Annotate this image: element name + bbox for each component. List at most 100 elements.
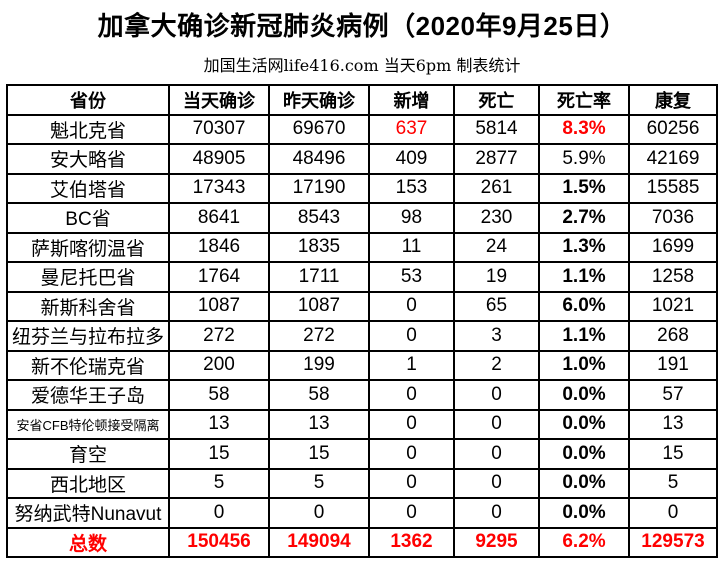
- column-header-deaths: 死亡: [453, 84, 540, 116]
- rate-value: 0.0%: [538, 408, 630, 440]
- table-row: 纽芬兰与拉布拉多 272 272 0 3 1.1% 268: [6, 320, 718, 352]
- table-row: 育空 15 15 0 0 0.0% 15: [6, 438, 718, 470]
- table-row: 西北地区 5 5 0 0 0.0% 5: [6, 467, 718, 499]
- today-value: 70307: [168, 113, 270, 145]
- yesterday-value: 1835: [268, 231, 370, 263]
- deaths-value: 0: [453, 497, 540, 529]
- new-value: 0: [368, 379, 455, 411]
- yesterday-value: 13: [268, 408, 370, 440]
- table-row: 魁北克省 70307 69670 637 5814 8.3% 60256: [6, 113, 718, 145]
- yesterday-value: 0: [268, 497, 370, 529]
- rate-value: 1.0%: [538, 349, 630, 381]
- yesterday-value: 69670: [268, 113, 370, 145]
- recovered-value: 13: [628, 408, 718, 440]
- recovered-value: 60256: [628, 113, 718, 145]
- totals-yesterday: 149094: [268, 526, 370, 558]
- rate-value: 0.0%: [538, 438, 630, 470]
- recovered-value: 0: [628, 497, 718, 529]
- new-value: 11: [368, 231, 455, 263]
- today-value: 17343: [168, 172, 270, 204]
- new-value: 53: [368, 261, 455, 293]
- column-header-today-confirmed: 当天确诊: [168, 84, 270, 116]
- column-header-yesterday-confirmed: 昨天确诊: [268, 84, 370, 116]
- table-row: 努纳武特Nunavut 0 0 0 0 0.0% 0: [6, 497, 718, 529]
- deaths-value: 0: [453, 408, 540, 440]
- province-name: 纽芬兰与拉布拉多: [6, 320, 170, 352]
- rate-value: 1.3%: [538, 231, 630, 263]
- new-value: 0: [368, 467, 455, 499]
- recovered-value: 1699: [628, 231, 718, 263]
- province-name: 安大略省: [6, 143, 170, 175]
- deaths-value: 3: [453, 320, 540, 352]
- province-name: 爱德华王子岛: [6, 379, 170, 411]
- new-value: 0: [368, 408, 455, 440]
- yesterday-value: 17190: [268, 172, 370, 204]
- page-subtitle: 加国生活网life416.com 当天6pm 制表统计: [203, 56, 521, 75]
- today-value: 15: [168, 438, 270, 470]
- table-row: 新斯科舍省 1087 1087 0 65 6.0% 1021: [6, 290, 718, 322]
- province-name: 魁北克省: [6, 113, 170, 145]
- province-name: 艾伯塔省: [6, 172, 170, 204]
- new-value: 0: [368, 320, 455, 352]
- recovered-value: 15585: [628, 172, 718, 204]
- recovered-value: 5: [628, 467, 718, 499]
- new-value: 153: [368, 172, 455, 204]
- table-row: 安大略省 48905 48496 409 2877 5.9% 42169: [6, 143, 718, 175]
- deaths-value: 2: [453, 349, 540, 381]
- province-name: 努纳武特Nunavut: [6, 497, 170, 529]
- totals-new: 1362: [368, 526, 455, 558]
- rate-value: 0.0%: [538, 467, 630, 499]
- column-header-province: 省份: [6, 84, 170, 116]
- covid-cases-table: 省份 当天确诊 昨天确诊 新增 死亡 死亡率 康复 魁北克省 70307 69670 637 581…: [6, 84, 718, 558]
- today-value: 1846: [168, 231, 270, 263]
- deaths-value: 0: [453, 467, 540, 499]
- deaths-value: 65: [453, 290, 540, 322]
- recovered-value: 1021: [628, 290, 718, 322]
- deaths-value: 19: [453, 261, 540, 293]
- province-name: 西北地区: [6, 467, 170, 499]
- rate-value: 5.9%: [538, 143, 630, 175]
- yesterday-value: 8543: [268, 202, 370, 234]
- totals-deaths: 9295: [453, 526, 540, 558]
- table-row: 曼尼托巴省 1764 1711 53 19 1.1% 1258: [6, 261, 718, 293]
- rate-value: 1.1%: [538, 261, 630, 293]
- rate-value: 1.1%: [538, 320, 630, 352]
- deaths-value: 5814: [453, 113, 540, 145]
- today-value: 272: [168, 320, 270, 352]
- recovered-value: 7036: [628, 202, 718, 234]
- new-value: 1: [368, 349, 455, 381]
- page-title: 加拿大确诊新冠肺炎病例（2020年9月25日）: [97, 11, 627, 41]
- province-name: 萨斯喀彻温省: [6, 231, 170, 263]
- rate-value: 1.5%: [538, 172, 630, 204]
- deaths-value: 261: [453, 172, 540, 204]
- table-row: 新不伦瑞克省 200 199 1 2 1.0% 191: [6, 349, 718, 381]
- deaths-value: 24: [453, 231, 540, 263]
- column-header-new-cases: 新增: [368, 84, 455, 116]
- totals-rate: 6.2%: [538, 526, 630, 558]
- totals-label: 总数: [6, 526, 170, 558]
- yesterday-value: 1087: [268, 290, 370, 322]
- recovered-value: 268: [628, 320, 718, 352]
- column-header-death-rate: 死亡率: [538, 84, 630, 116]
- recovered-value: 15: [628, 438, 718, 470]
- province-name: 育空: [6, 438, 170, 470]
- recovered-value: 1258: [628, 261, 718, 293]
- yesterday-value: 199: [268, 349, 370, 381]
- table-row: 萨斯喀彻温省 1846 1835 11 24 1.3% 1699: [6, 231, 718, 263]
- rate-value: 6.0%: [538, 290, 630, 322]
- recovered-value: 191: [628, 349, 718, 381]
- yesterday-value: 58: [268, 379, 370, 411]
- today-value: 5: [168, 467, 270, 499]
- totals-row: 总数 150456 149094 1362 9295 6.2% 129573: [6, 526, 718, 558]
- today-value: 1087: [168, 290, 270, 322]
- rate-value: 0.0%: [538, 379, 630, 411]
- province-name: 安省CFB特伦顿接受隔离: [6, 408, 170, 440]
- rate-value: 2.7%: [538, 202, 630, 234]
- new-value: 0: [368, 290, 455, 322]
- yesterday-value: 5: [268, 467, 370, 499]
- today-value: 8641: [168, 202, 270, 234]
- new-value: 0: [368, 497, 455, 529]
- new-value: 637: [368, 113, 455, 145]
- new-value: 409: [368, 143, 455, 175]
